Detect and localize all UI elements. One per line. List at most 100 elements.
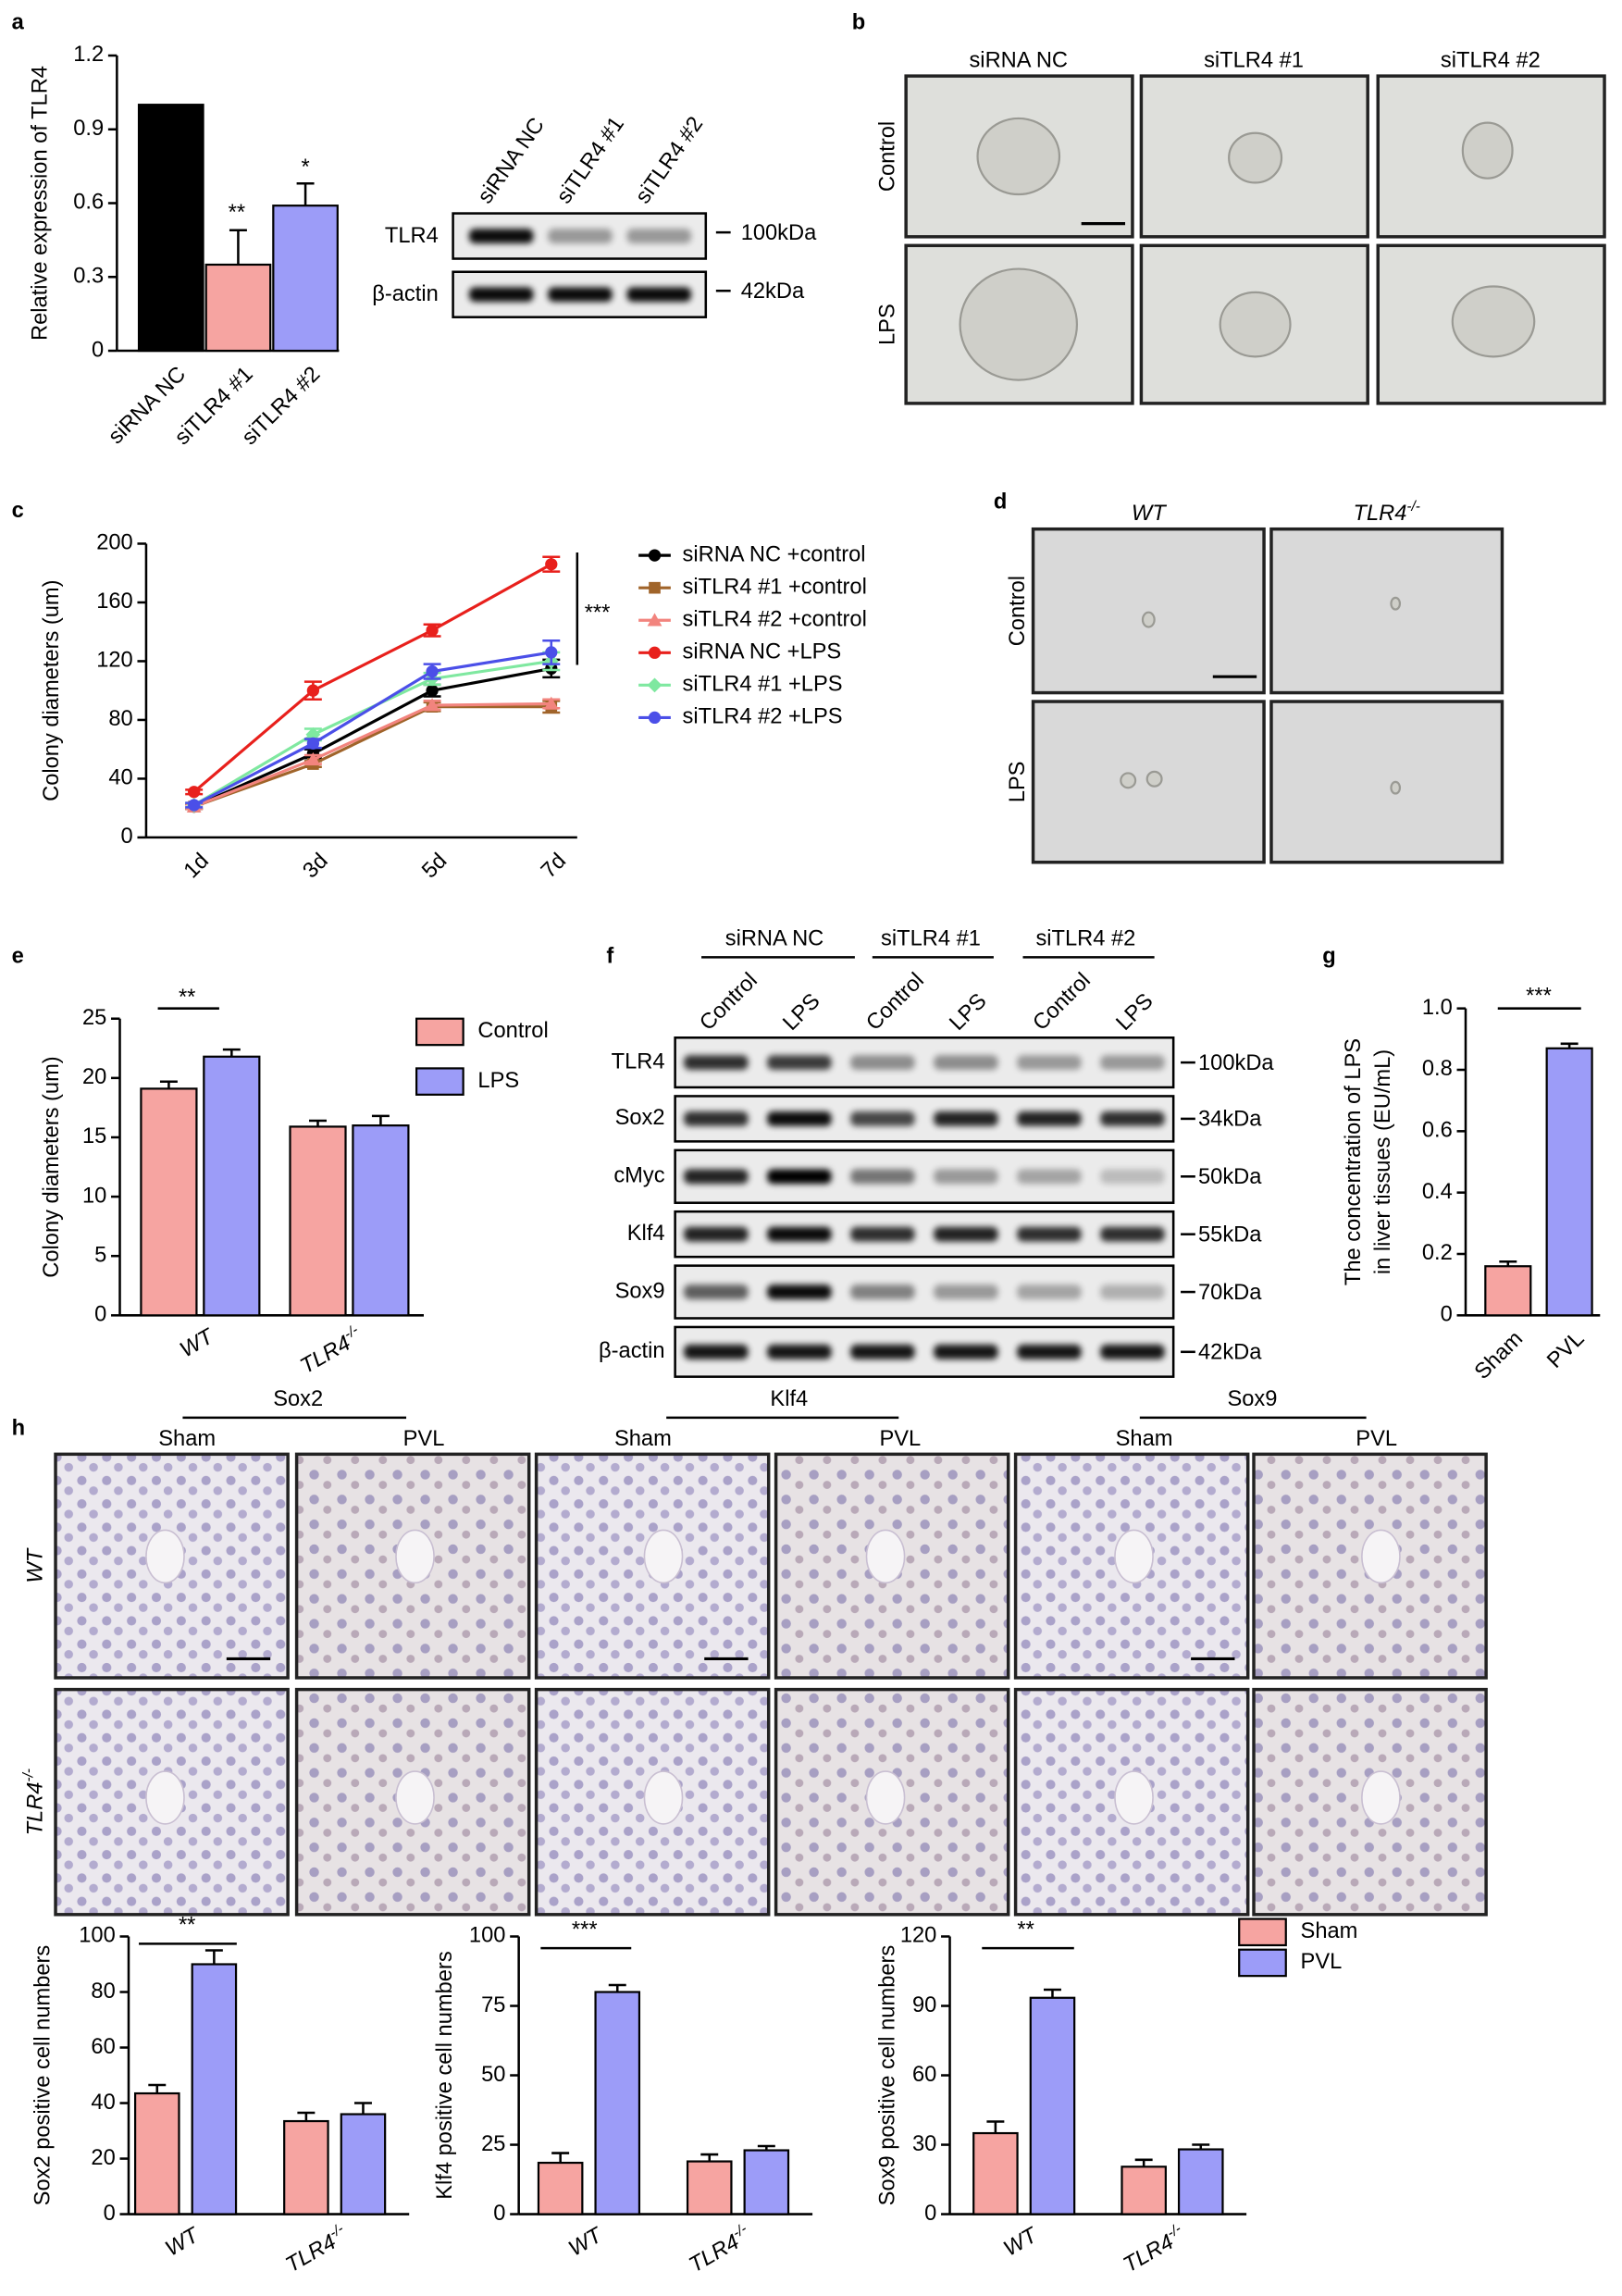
y-tick-label: 75 xyxy=(481,1993,505,2017)
blot-band xyxy=(684,1111,749,1126)
error-bar xyxy=(159,1080,178,1089)
blot-band xyxy=(767,1285,832,1299)
lane-label: LPS xyxy=(779,989,825,1036)
error-bar xyxy=(551,2152,570,2164)
vessel xyxy=(1114,1770,1154,1825)
annotation: ** xyxy=(1017,1917,1034,1942)
annotation: ** xyxy=(179,1914,195,1938)
row-label: TLR4 xyxy=(612,1049,665,1074)
blot-band xyxy=(934,1344,998,1359)
lane-label: siRNA NC xyxy=(473,114,549,208)
legend-swatch xyxy=(1238,1917,1287,1947)
y-tick-label: 0 xyxy=(493,2202,505,2226)
column-label: siTLR4 #1 xyxy=(1204,49,1304,73)
blot-band xyxy=(684,1285,749,1299)
bar xyxy=(283,2119,329,2215)
y-tick-label: 0 xyxy=(1441,1303,1453,1327)
y-tick-label: 40 xyxy=(91,2091,115,2115)
series-line xyxy=(193,701,551,809)
size-label: 34kDa xyxy=(1198,1108,1262,1132)
error-bar xyxy=(371,1114,390,1126)
y-tick-label: 0 xyxy=(94,1303,106,1327)
bar xyxy=(972,2131,1019,2215)
error-bar xyxy=(1043,1988,1061,1998)
blot-band xyxy=(1017,1226,1082,1242)
annotation: *** xyxy=(585,602,611,626)
blot-box xyxy=(674,1095,1175,1143)
marker xyxy=(545,646,558,659)
error-bar xyxy=(297,2111,316,2122)
blot-band xyxy=(767,1111,832,1126)
y-tick-label: 20 xyxy=(91,2146,115,2170)
legend-swatch xyxy=(415,1067,464,1096)
colony xyxy=(1145,770,1163,788)
blot-band xyxy=(468,287,534,303)
blot-band xyxy=(850,1169,915,1185)
y-axis-title: The concentration of LPS xyxy=(1342,1038,1366,1285)
error-bar xyxy=(1134,2158,1153,2167)
colony xyxy=(959,267,1079,381)
blot-band xyxy=(626,287,692,303)
marker xyxy=(543,696,559,710)
panel-letter: b xyxy=(852,11,865,35)
x-tick-label: 5d xyxy=(417,849,452,883)
y-tick-label: 0 xyxy=(104,2202,116,2226)
blot-band xyxy=(767,1344,832,1359)
bar xyxy=(137,104,204,353)
blot-band xyxy=(1100,1111,1165,1126)
bar xyxy=(272,205,339,353)
row-label: Control xyxy=(1006,576,1030,646)
y-tick-label: 0.3 xyxy=(73,265,104,289)
blot-band xyxy=(1100,1285,1165,1299)
y-tick-label: 100 xyxy=(79,1924,116,1948)
bar xyxy=(203,1055,261,1317)
legend-label: PVL xyxy=(1301,1950,1343,1974)
y-axis-title: Colony diameters (um) xyxy=(40,579,64,800)
y-tick-label: 40 xyxy=(108,766,132,790)
vessel xyxy=(1114,1529,1154,1584)
bar xyxy=(191,1963,238,2215)
annotation: ** xyxy=(179,986,195,1010)
marker xyxy=(306,737,320,750)
series-line xyxy=(193,705,551,809)
panel-letter: h xyxy=(12,1417,25,1441)
y-axis-title: Sox2 positive cell numbers xyxy=(31,1945,56,2206)
y-tick-label: 25 xyxy=(481,2132,505,2156)
y-tick-label: 90 xyxy=(912,1993,936,2017)
panel-letter: d xyxy=(994,490,1007,515)
y-tick-label: 120 xyxy=(96,649,132,673)
x-tick-label: TLR4-/- xyxy=(684,2221,756,2278)
y-tick-label: 30 xyxy=(912,2132,936,2156)
group-label: Sox9 xyxy=(1227,1387,1277,1411)
panel-letter: g xyxy=(1322,945,1335,969)
panel-letter: a xyxy=(12,11,25,35)
panel-letter: c xyxy=(12,499,24,523)
blot-box xyxy=(674,1325,1175,1378)
y-tick-label: 0 xyxy=(924,2202,936,2226)
group-label: Sox2 xyxy=(273,1387,323,1411)
condition-label: PVL xyxy=(403,1427,445,1451)
blot-band xyxy=(1100,1344,1165,1359)
column-label: TLR4-/- xyxy=(1354,498,1420,526)
blot-band xyxy=(548,287,613,303)
colony xyxy=(1390,596,1402,611)
x-tick-label: 7d xyxy=(537,849,571,883)
y-tick-label: 60 xyxy=(912,2063,936,2087)
bar xyxy=(133,2091,180,2215)
vessel xyxy=(1361,1529,1401,1584)
legend-label: siTLR4 #2 +LPS xyxy=(683,705,843,729)
x-tick-label: WT xyxy=(176,1324,218,1363)
x-tick-label: TLR4-/- xyxy=(1118,2221,1190,2278)
x-tick-label: WT xyxy=(564,2223,607,2262)
blot-box xyxy=(674,1148,1175,1204)
colony xyxy=(1390,780,1402,795)
error-bar xyxy=(148,2083,167,2094)
group-label: siTLR4 #2 xyxy=(1035,927,1135,951)
y-axis-title: Sox9 positive cell numbers xyxy=(875,1945,899,2206)
group-label: siTLR4 #1 xyxy=(881,927,981,951)
y-tick-label: 100 xyxy=(469,1924,506,1948)
vessel xyxy=(145,1529,185,1584)
legend-label: siRNA NC +LPS xyxy=(683,640,842,664)
error-bar xyxy=(353,2102,372,2115)
blot-band xyxy=(1100,1169,1165,1185)
